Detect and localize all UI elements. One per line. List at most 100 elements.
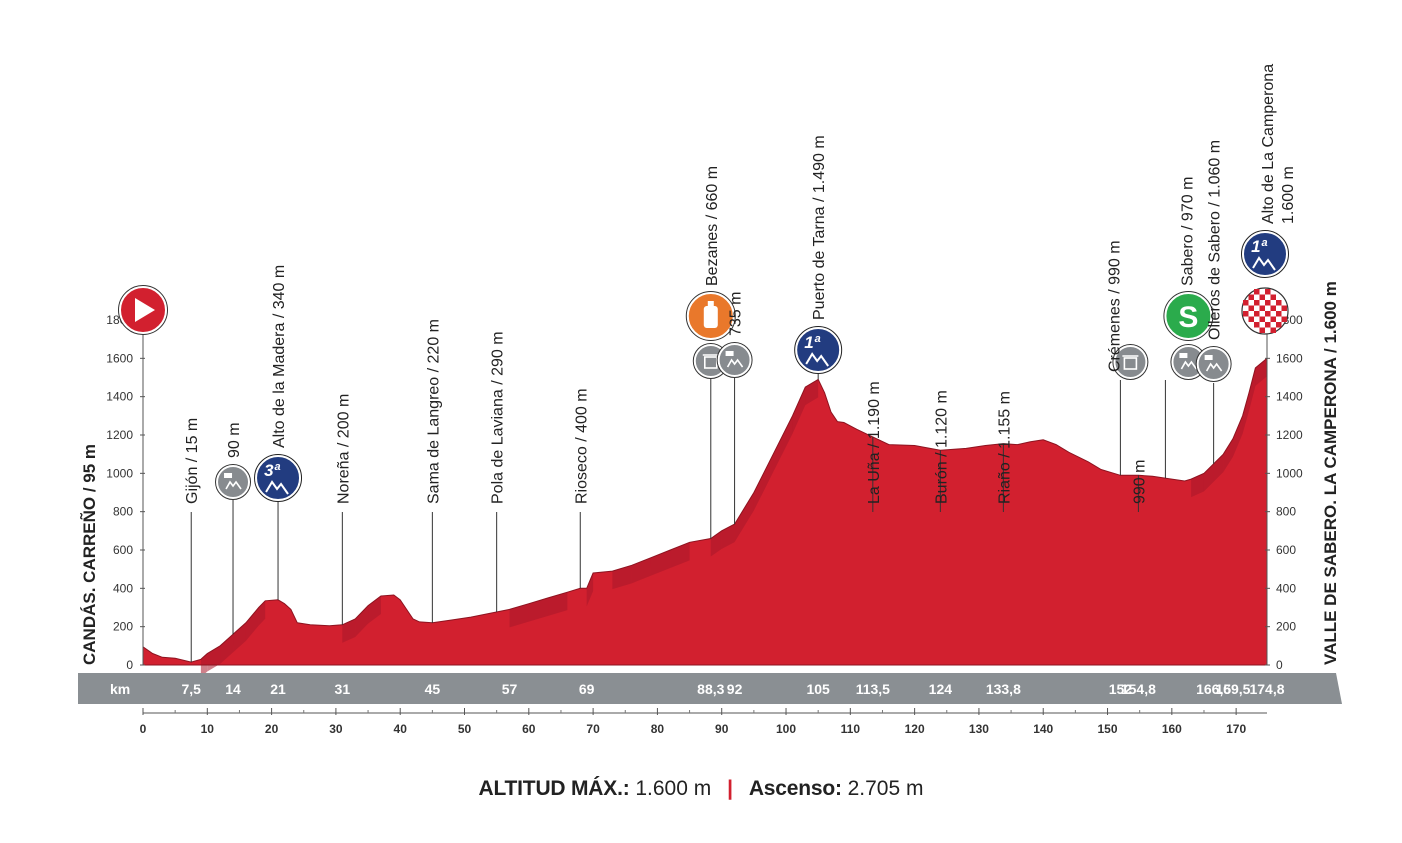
checker-square <box>1281 305 1287 311</box>
badge-circle <box>717 343 752 377</box>
profile-climb-shade <box>258 600 266 626</box>
stage-summary: ALTITUD MÁX.: 1.600 m | Ascenso: 2.705 m <box>0 777 1402 801</box>
y-tick-label-left: 0 <box>126 658 133 672</box>
badge-text: S <box>1178 301 1198 334</box>
profile-climb-shade <box>509 603 529 628</box>
cp-flag <box>725 351 734 356</box>
mountain-glyph <box>805 352 829 367</box>
start-label: CANDÁS. CARREÑO / 95 m <box>79 444 99 665</box>
category-3-climb-icon: 3ª <box>254 454 303 502</box>
profile-climb-shade <box>368 596 381 624</box>
badge-ring <box>118 285 168 335</box>
profile-climb-shade <box>1232 415 1243 457</box>
profile-climb-shade <box>773 415 793 473</box>
km-marker-label: 88,3 <box>697 681 724 697</box>
waypoint-label: Bezanes / 660 m <box>704 166 721 286</box>
max-altitude-value: 1.600 m <box>635 777 712 800</box>
profile-climb-shade <box>355 605 369 637</box>
km-marker-label: 113,5 <box>856 681 890 697</box>
cp-flag <box>1179 353 1188 358</box>
badge-text: 1ª <box>804 333 820 352</box>
y-tick-label-left: 400 <box>113 581 133 595</box>
waypoint-label-elevation: 1.600 m <box>1280 166 1297 224</box>
profile-climb-shade <box>1191 473 1204 498</box>
km-marker-label: 45 <box>425 681 441 697</box>
x-tick-label: 0 <box>140 722 147 736</box>
checker-square <box>1276 300 1282 306</box>
waypoint-label: Olleros de Sabero / 1.060 m <box>1207 140 1224 340</box>
start-icon <box>118 285 168 335</box>
km-marker-label: 21 <box>270 681 286 697</box>
badge-ring <box>215 464 252 500</box>
profile-climb-shade <box>721 524 735 549</box>
y-tick-label-right: 200 <box>1276 620 1296 634</box>
badge-ring <box>685 291 736 341</box>
badge-ring <box>1195 346 1232 382</box>
y-tick-label-left: 1600 <box>106 351 133 365</box>
checker-square <box>1276 311 1282 317</box>
km-marker-label: 154,8 <box>1121 681 1156 697</box>
km-band-bar <box>78 673 1342 704</box>
checkpoint-icon <box>716 342 753 378</box>
km-band: km 7,5 14 21 31 45 57 69 88,3 92 105 113,5 124 133,8 1… <box>78 673 1342 704</box>
km-marker-label: 7,5 <box>181 681 201 697</box>
waypoint-label: Burón / 1.120 m <box>933 390 950 504</box>
waypoint-label: Riaño / 1.155 m <box>996 391 1013 504</box>
profile-climb-shade <box>670 542 690 568</box>
badge-circle <box>216 465 251 499</box>
y-tick-label-right: 1400 <box>1276 390 1303 404</box>
checker-square <box>1270 305 1276 311</box>
waypoint-label: Noreña / 200 m <box>335 394 352 504</box>
checker-square <box>1270 294 1276 300</box>
waypoint-label: Puerto de Tarna / 1.490 m <box>811 135 828 320</box>
profile-climb-shade <box>586 573 594 607</box>
summary-separator: | <box>727 777 733 800</box>
y-tick-label-left: 1400 <box>106 390 133 404</box>
y-tick-label-left: 800 <box>113 505 133 519</box>
y-tick-label-right: 1600 <box>1276 351 1303 365</box>
x-tick-label: 10 <box>201 722 215 736</box>
checker-square <box>1270 327 1276 333</box>
finish-label: VALLE DE SABERO. LA CAMPERONA / 1.600 m <box>1321 281 1340 665</box>
waypoint-label: Gijón / 15 m <box>184 418 201 504</box>
x-tick-label: 140 <box>1033 722 1053 736</box>
waypoint-label: Alto de la Madera / 340 m <box>271 265 288 448</box>
checkpoint-icon <box>1195 346 1232 382</box>
y-tick-label-left: 1200 <box>106 428 133 442</box>
y-tick-label-right: 400 <box>1276 581 1296 595</box>
waypoint-label: 735 m <box>728 292 745 336</box>
km-marker-label: 69 <box>579 681 595 697</box>
km-marker-label: 124 <box>929 681 953 697</box>
badge-ring <box>1112 344 1149 380</box>
profile-climb-shade <box>650 550 671 576</box>
km-marker-label: 57 <box>502 681 518 697</box>
profile-climb-shade <box>805 379 819 406</box>
checker-square <box>1265 311 1271 317</box>
y-axis: 0 0 200 200 400 400 600 600 800 800 1000 1000 1200 12… <box>106 313 1303 672</box>
checker-square <box>1248 316 1254 322</box>
checker-square <box>1265 322 1271 328</box>
y-tick-label-left: 1000 <box>106 466 133 480</box>
profile-climb-shade <box>631 557 651 584</box>
y-tick-label-right: 600 <box>1276 543 1296 557</box>
profile-climb-shade <box>1248 367 1256 411</box>
start-finish-labels: CANDÁS. CARREÑO / 95 m VALLE DE SABERO. … <box>79 281 1340 665</box>
y-tick-label-right: 0 <box>1276 658 1283 672</box>
waypoint-icons: 3ª 1ª S 1ª <box>118 230 1289 502</box>
checker-square <box>1265 289 1271 295</box>
km-marker-label: 169,5 <box>1215 681 1250 697</box>
checkpoint-icon <box>1170 344 1207 380</box>
checker-square <box>1276 322 1282 328</box>
checker-square <box>1254 300 1260 306</box>
finish-flag-icon <box>1241 287 1289 335</box>
profile-climb-shade <box>792 387 806 434</box>
checker-square <box>1243 311 1249 317</box>
bin-body <box>1123 357 1138 370</box>
profile-area <box>142 357 1268 678</box>
waypoint-label: Crémenes / 990 m <box>1106 240 1123 372</box>
mountain-glyph <box>225 480 242 490</box>
y-tick-label-left: 600 <box>113 543 133 557</box>
x-tick-label: 160 <box>1162 722 1182 736</box>
mountain-glyph <box>1180 360 1198 370</box>
